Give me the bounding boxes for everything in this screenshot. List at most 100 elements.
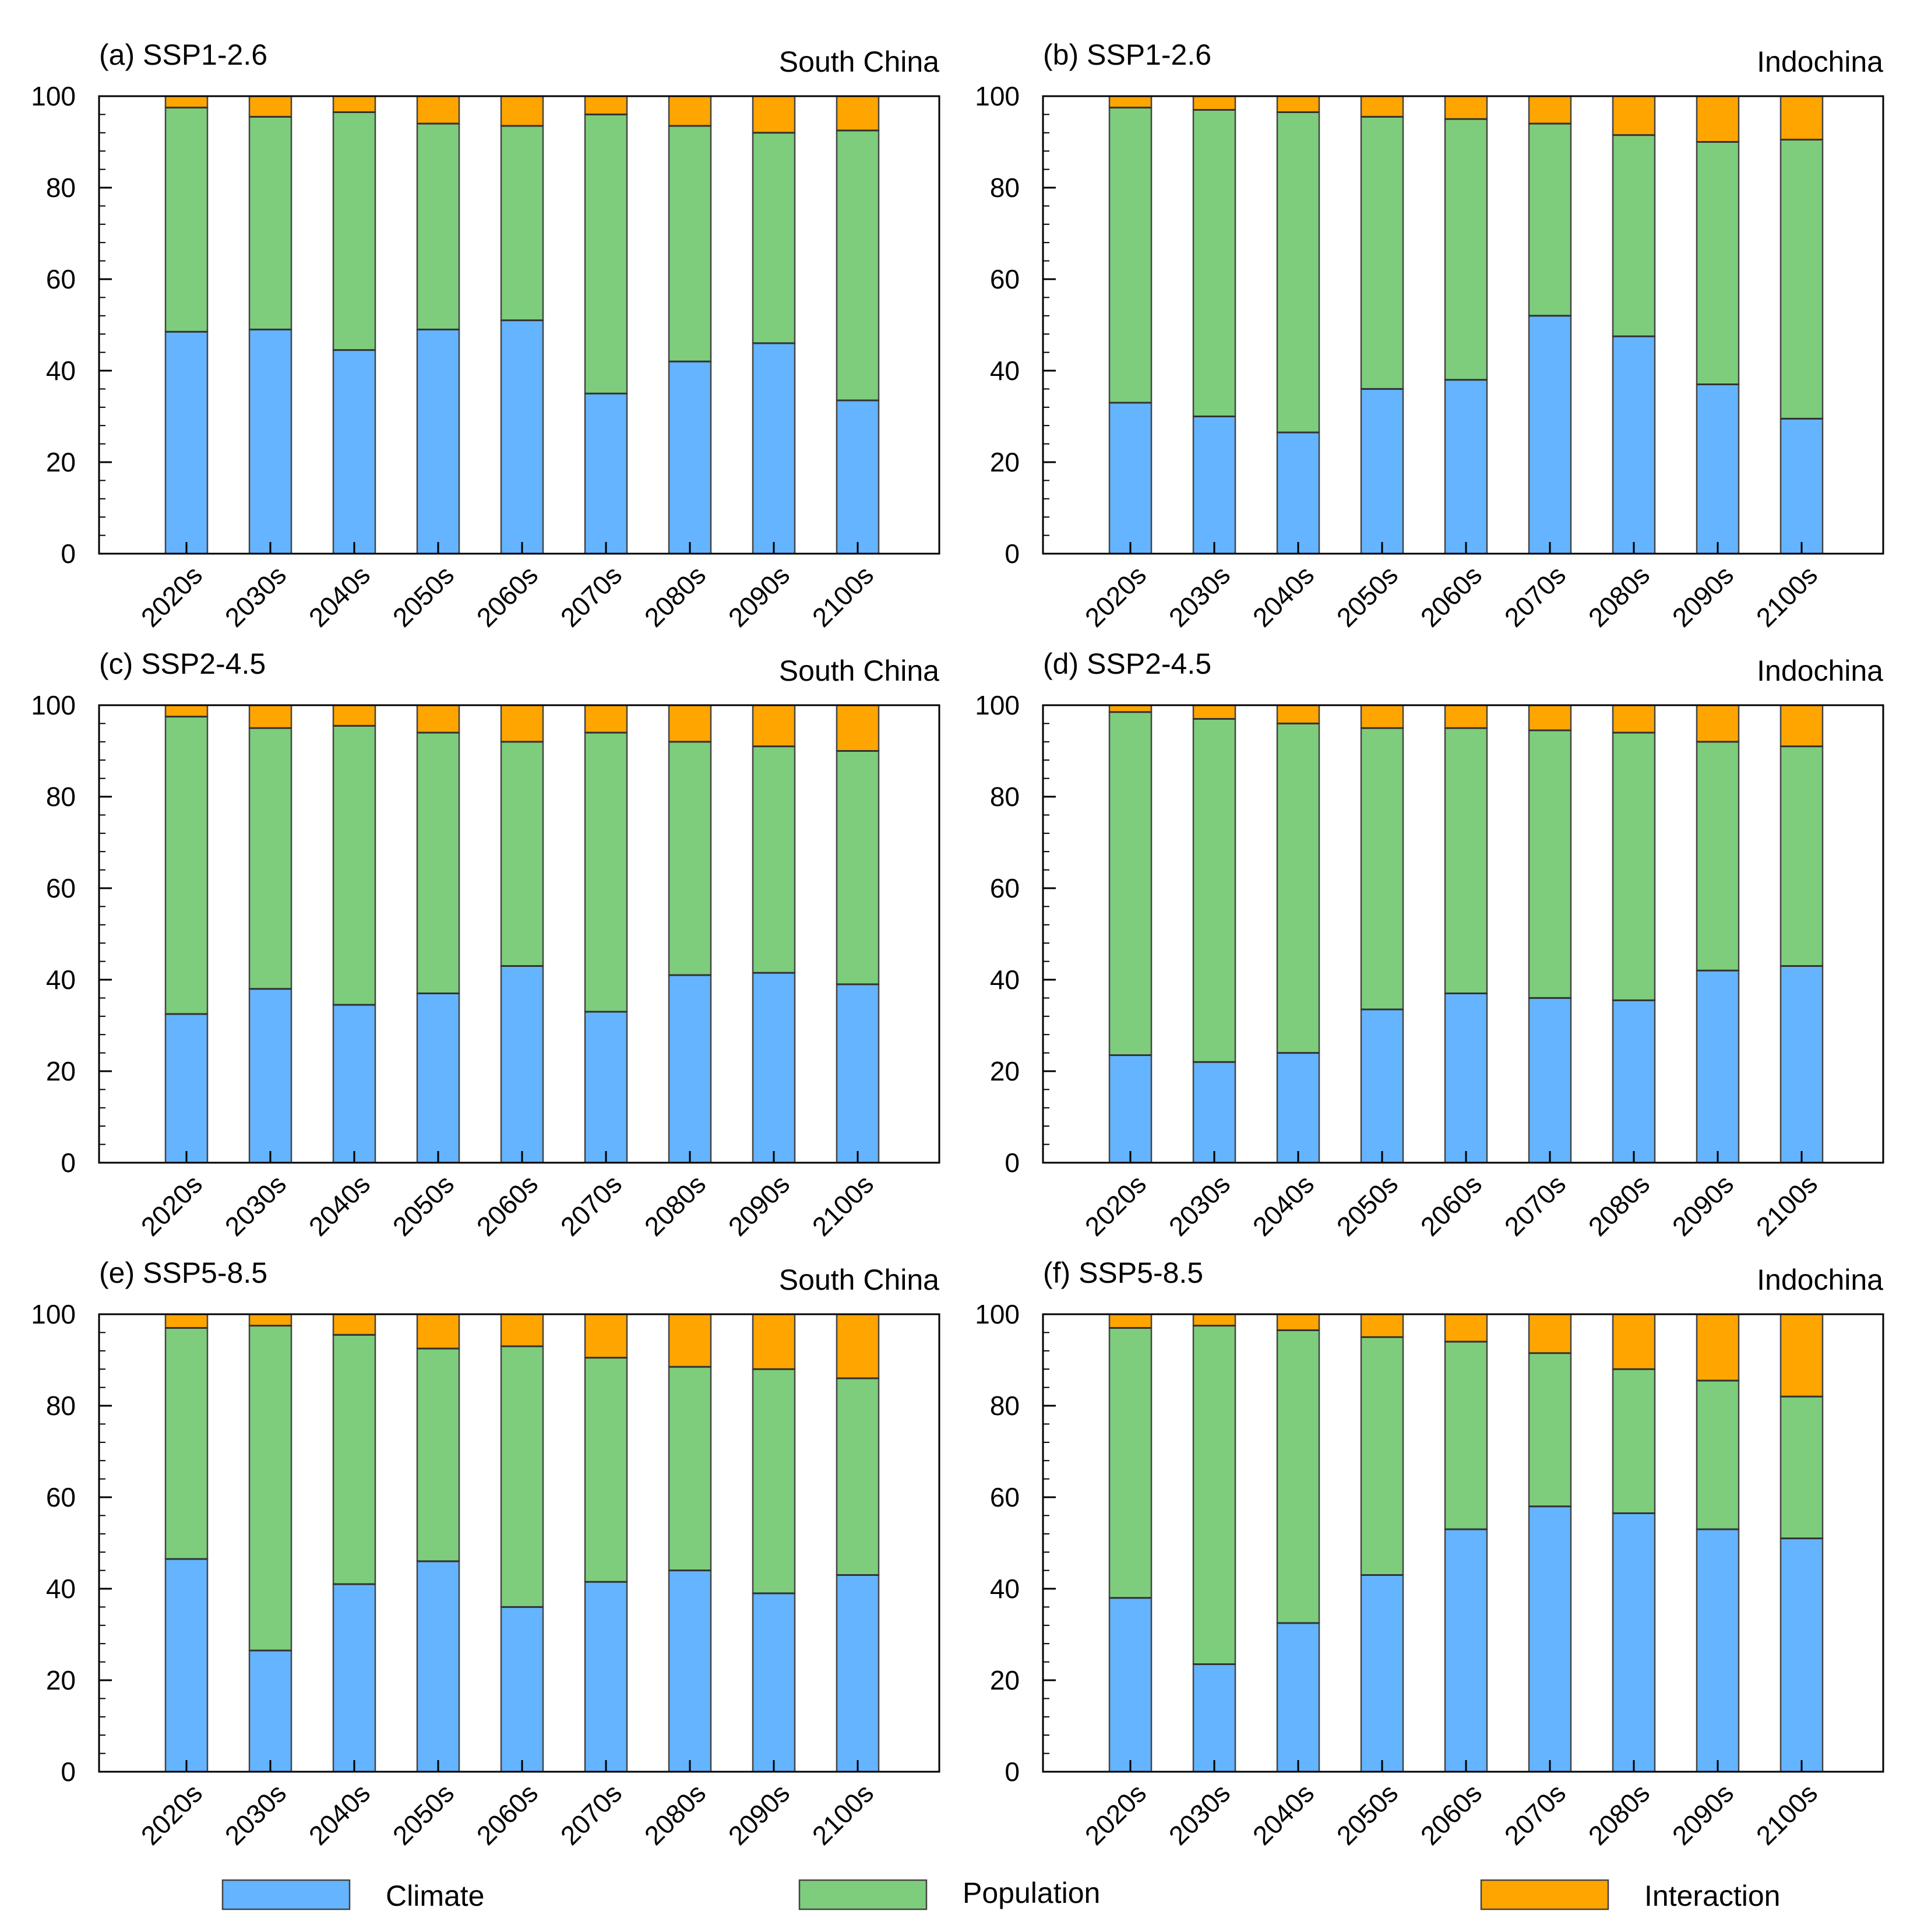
x-tick-label-b-2100s: 2100s	[1750, 559, 1823, 632]
y-tick-label-c-0: 0	[61, 1148, 76, 1178]
bar-b-population-2060s	[1444, 118, 1488, 381]
y-tick-label-b-80: 80	[990, 173, 1020, 203]
x-tick-label-b-2060s: 2060s	[1415, 559, 1488, 632]
bar-b-climate-2050s	[1360, 388, 1404, 555]
plot-frame-d	[1042, 704, 1884, 1164]
x-tick-label-a-2080s: 2080s	[639, 559, 711, 632]
x-tick-label-c-2060s: 2060s	[471, 1169, 544, 1241]
bar-b-interaction-2090s	[1696, 95, 1740, 143]
bar-f-population-2080s	[1612, 1368, 1656, 1514]
bar-e-interaction-2070s	[584, 1313, 628, 1359]
panel-region-a: South China	[779, 45, 939, 78]
bar-d-climate-2030s	[1192, 1061, 1236, 1164]
x-tick-label-d-2020s: 2020s	[1079, 1169, 1152, 1241]
panel-f: 0 20 40 60 80 100 2020s 2030s 2040s 2050s 2060s 207…	[975, 1257, 1884, 1851]
x-tick-label-d-2040s: 2040s	[1247, 1169, 1320, 1241]
bar-a-interaction-2040s	[332, 95, 376, 113]
bar-e-interaction-2080s	[668, 1313, 712, 1368]
x-tick-label-d-2090s: 2090s	[1666, 1169, 1739, 1241]
bar-e-interaction-2030s	[248, 1313, 293, 1326]
y-tick-label-d-60: 60	[990, 873, 1020, 903]
bar-a-climate-2100s	[836, 399, 880, 555]
bar-b-population-2040s	[1276, 111, 1320, 434]
y-tick-label-f-0: 0	[1005, 1757, 1020, 1787]
bar-d-climate-2050s	[1360, 1008, 1404, 1164]
y-tick-label-e-60: 60	[46, 1482, 76, 1512]
x-tick-label-a-2100s: 2100s	[806, 559, 879, 632]
bar-b-interaction-2020s	[1108, 95, 1153, 108]
bar-e-interaction-2040s	[332, 1313, 376, 1336]
bar-e-climate-2100s	[836, 1574, 880, 1773]
bar-e-climate-2040s	[332, 1583, 376, 1773]
bar-c-climate-2060s	[500, 965, 544, 1164]
bar-c-interaction-2090s	[752, 704, 796, 747]
bar-c-climate-2040s	[332, 1004, 376, 1164]
bar-d-climate-2070s	[1528, 997, 1572, 1164]
bar-a-climate-2070s	[584, 393, 628, 555]
plot-frame-a	[98, 95, 940, 555]
x-tick-label-f-2090s: 2090s	[1666, 1778, 1739, 1850]
x-tick-label-e-2050s: 2050s	[387, 1778, 460, 1850]
panel-e: 0 20 40 60 80 100 2020s 2030s 2040s 2050s 2060s 207…	[31, 1257, 940, 1851]
y-tick-label-b-0: 0	[1005, 539, 1020, 569]
bar-d-population-2040s	[1276, 723, 1320, 1054]
bar-d-climate-2060s	[1444, 993, 1488, 1164]
y-tick-label-a-60: 60	[46, 264, 76, 294]
y-tick-label-d-40: 40	[990, 965, 1020, 995]
bar-b-interaction-2050s	[1360, 95, 1404, 118]
bar-f-climate-2050s	[1360, 1574, 1404, 1773]
panel-a: 0 20 40 60 80 100 2020s 2030s 2040s 2050s 2060s 207…	[31, 38, 940, 633]
bar-d-climate-2080s	[1612, 1000, 1656, 1164]
bar-b-climate-2060s	[1444, 379, 1488, 555]
x-tick-label-d-2030s: 2030s	[1163, 1169, 1236, 1241]
bar-f-interaction-2020s	[1108, 1313, 1153, 1329]
bar-e-population-2040s	[332, 1334, 376, 1585]
x-tick-label-c-2020s: 2020s	[135, 1169, 208, 1241]
bar-b-climate-2100s	[1779, 418, 1824, 555]
bar-b-population-2030s	[1192, 109, 1236, 417]
bar-f-climate-2090s	[1696, 1528, 1740, 1773]
bar-d-interaction-2040s	[1276, 704, 1320, 724]
bar-f-population-2090s	[1696, 1380, 1740, 1530]
x-tick-label-d-2080s: 2080s	[1583, 1169, 1655, 1241]
bar-f-population-2020s	[1108, 1327, 1153, 1599]
x-tick-label-f-2050s: 2050s	[1331, 1778, 1404, 1850]
bar-a-population-2070s	[584, 114, 628, 395]
bar-b-climate-2030s	[1192, 416, 1236, 555]
x-tick-label-f-2100s: 2100s	[1750, 1778, 1823, 1850]
plot-frame-e	[98, 1313, 940, 1773]
bar-a-population-2040s	[332, 111, 376, 351]
bar-b-population-2100s	[1779, 139, 1824, 420]
bar-b-population-2070s	[1528, 122, 1572, 317]
panel-title-a: (a) SSP1-2.6	[99, 38, 267, 71]
y-tick-label-a-100: 100	[31, 81, 76, 111]
bar-c-population-2040s	[332, 725, 376, 1006]
y-tick-label-c-100: 100	[31, 690, 76, 720]
y-tick-label-d-0: 0	[1005, 1148, 1020, 1178]
legend-swatch-population	[798, 1879, 928, 1910]
y-tick-label-e-100: 100	[31, 1299, 76, 1329]
bar-e-population-2030s	[248, 1325, 293, 1652]
x-tick-label-d-2060s: 2060s	[1415, 1169, 1488, 1241]
y-tick-label-d-20: 20	[990, 1056, 1020, 1086]
x-tick-label-c-2090s: 2090s	[723, 1169, 795, 1241]
x-tick-label-f-2080s: 2080s	[1583, 1778, 1655, 1850]
x-tick-label-e-2080s: 2080s	[639, 1778, 711, 1850]
bar-a-climate-2030s	[248, 329, 293, 555]
bar-c-interaction-2080s	[668, 704, 712, 743]
bar-f-interaction-2080s	[1612, 1313, 1656, 1370]
bar-a-climate-2040s	[332, 349, 376, 555]
bar-c-climate-2080s	[668, 974, 712, 1164]
bar-d-population-2090s	[1696, 741, 1740, 972]
x-tick-label-d-2070s: 2070s	[1499, 1169, 1571, 1241]
bar-e-population-2090s	[752, 1368, 796, 1595]
y-tick-label-f-40: 40	[990, 1574, 1020, 1604]
y-tick-label-a-20: 20	[46, 447, 76, 477]
x-tick-label-b-2050s: 2050s	[1331, 559, 1404, 632]
bar-a-population-2030s	[248, 116, 293, 330]
panel-title-f: (f) SSP5-8.5	[1043, 1257, 1203, 1289]
x-tick-label-e-2060s: 2060s	[471, 1778, 544, 1850]
bar-e-population-2060s	[500, 1345, 544, 1608]
x-tick-label-f-2040s: 2040s	[1247, 1778, 1320, 1850]
